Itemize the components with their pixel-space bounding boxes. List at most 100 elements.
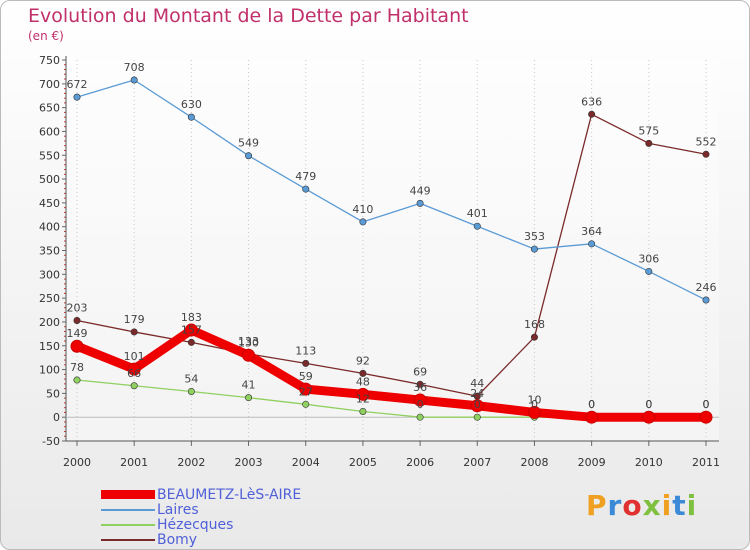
data-point bbox=[356, 387, 370, 401]
data-label: 48 bbox=[356, 375, 370, 388]
chart-unit-label: (en €) bbox=[28, 29, 64, 43]
data-point bbox=[359, 369, 367, 377]
data-label: 636 bbox=[581, 95, 602, 108]
data-point bbox=[302, 400, 310, 408]
x-tick-label: 2010 bbox=[635, 456, 663, 469]
data-label: 708 bbox=[124, 61, 145, 74]
y-tick-label: 200 bbox=[39, 316, 60, 329]
x-tick-label: 2000 bbox=[63, 456, 91, 469]
data-label: 41 bbox=[242, 379, 256, 392]
series-line-beaumetz-l-s-aire bbox=[72, 325, 711, 422]
data-label: 575 bbox=[638, 124, 659, 137]
data-point bbox=[473, 413, 481, 421]
data-label: 353 bbox=[524, 230, 545, 243]
data-label: 0 bbox=[474, 398, 481, 411]
data-label: 36 bbox=[413, 381, 427, 394]
y-tick-label: 50 bbox=[46, 387, 60, 400]
data-label: 113 bbox=[295, 344, 316, 357]
y-tick-label: 350 bbox=[39, 245, 60, 258]
legend-item-laires: Laires bbox=[101, 501, 199, 518]
data-label: 59 bbox=[299, 370, 313, 383]
data-point bbox=[645, 139, 653, 147]
data-point bbox=[702, 296, 710, 304]
data-label: 449 bbox=[410, 184, 431, 197]
x-tick-label: 2006 bbox=[406, 456, 434, 469]
y-tick-label: 600 bbox=[39, 125, 60, 138]
data-point bbox=[130, 328, 138, 336]
data-label: 12 bbox=[356, 392, 370, 405]
data-label: 179 bbox=[124, 313, 145, 326]
data-point bbox=[302, 185, 310, 193]
data-point bbox=[645, 267, 653, 275]
data-label: 27 bbox=[299, 385, 313, 398]
logo-letter: t bbox=[672, 489, 687, 522]
data-label: 0 bbox=[588, 398, 595, 411]
legend-item-bomy: Bomy bbox=[101, 532, 197, 548]
data-label: 552 bbox=[696, 135, 717, 148]
data-point bbox=[73, 317, 81, 325]
data-label: 246 bbox=[696, 281, 717, 294]
data-label: 410 bbox=[352, 203, 373, 216]
data-label: 0 bbox=[417, 398, 424, 411]
data-label: 0 bbox=[531, 398, 538, 411]
y-tick-label: 550 bbox=[39, 149, 60, 162]
data-point bbox=[699, 410, 713, 424]
data-label: 401 bbox=[467, 207, 488, 220]
x-tick-label: 2003 bbox=[235, 456, 263, 469]
data-point bbox=[184, 323, 198, 337]
legend-swatch-beaumetz bbox=[101, 490, 155, 499]
data-point bbox=[527, 405, 541, 419]
y-tick-label: 150 bbox=[39, 340, 60, 353]
data-point bbox=[245, 152, 253, 160]
data-point bbox=[70, 339, 84, 353]
data-label: 0 bbox=[645, 398, 652, 411]
data-label: 630 bbox=[181, 98, 202, 111]
data-point bbox=[73, 376, 81, 384]
data-label: 306 bbox=[638, 252, 659, 265]
data-label: 0 bbox=[703, 398, 710, 411]
data-point bbox=[642, 410, 656, 424]
data-point bbox=[359, 218, 367, 226]
y-tick-label: 300 bbox=[39, 268, 60, 281]
legend-label-hezecques: Hézecques bbox=[157, 516, 234, 533]
data-point bbox=[702, 150, 710, 158]
data-label: 101 bbox=[124, 350, 145, 363]
y-tick-label: 250 bbox=[39, 292, 60, 305]
data-point bbox=[127, 362, 141, 376]
data-label: 149 bbox=[67, 327, 88, 340]
data-label: 183 bbox=[181, 311, 202, 324]
y-tick-label: 450 bbox=[39, 197, 60, 210]
data-label: 130 bbox=[238, 336, 259, 349]
data-point bbox=[302, 359, 310, 367]
legend-swatch-laires bbox=[101, 508, 155, 511]
data-point bbox=[588, 110, 596, 118]
data-label: 0 bbox=[703, 398, 710, 411]
x-tick-label: 2008 bbox=[520, 456, 548, 469]
y-tick-label: 500 bbox=[39, 173, 60, 186]
data-point bbox=[130, 382, 138, 390]
logo-letter: P bbox=[586, 489, 608, 522]
data-label: 168 bbox=[524, 318, 545, 331]
data-point bbox=[473, 222, 481, 230]
legend-label-laires: Laires bbox=[157, 501, 199, 518]
y-tick-label: 0 bbox=[53, 411, 60, 424]
legend-item-beaumetz: BEAUMETZ-LèS-AIRE bbox=[101, 487, 301, 503]
logo-letter: x bbox=[642, 489, 662, 522]
logo-letter: o bbox=[622, 489, 643, 522]
x-tick-label: 2009 bbox=[578, 456, 606, 469]
x-tick-label: 2005 bbox=[349, 456, 377, 469]
data-point bbox=[413, 393, 427, 407]
data-point bbox=[187, 387, 195, 395]
data-label: 44 bbox=[470, 377, 484, 390]
data-label: 157 bbox=[181, 323, 202, 336]
x-tick-label: 2001 bbox=[120, 456, 148, 469]
logo-letter: i bbox=[686, 489, 698, 522]
series-line-laires bbox=[76, 79, 707, 301]
data-point bbox=[187, 113, 195, 121]
data-label: 54 bbox=[184, 372, 198, 385]
data-point bbox=[585, 410, 599, 424]
data-point bbox=[242, 348, 256, 362]
data-label: 78 bbox=[70, 361, 84, 374]
data-label: 69 bbox=[413, 365, 427, 378]
